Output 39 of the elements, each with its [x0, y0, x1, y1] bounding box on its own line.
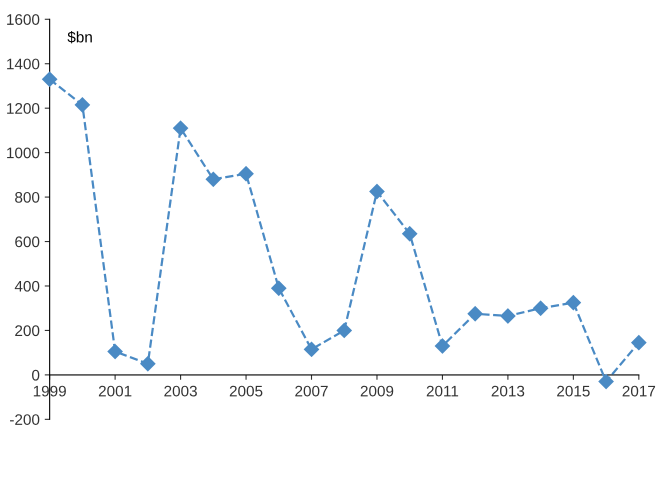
y-tick-label: 800	[15, 192, 40, 203]
point	[74, 97, 90, 112]
point	[271, 280, 286, 296]
point	[500, 308, 516, 324]
y-tick-label: 200	[15, 325, 40, 336]
x-tick-label: 2007	[295, 386, 328, 397]
point	[566, 295, 581, 310]
x-tick-label: 2001	[98, 386, 132, 397]
y-axis-title: $bn	[67, 31, 92, 44]
y-tick-label: 1400	[7, 58, 40, 70]
y-tick-label: 1600	[7, 14, 40, 25]
point	[631, 335, 646, 350]
x-tick-label: 2015	[557, 386, 590, 397]
point	[468, 306, 483, 322]
y-tick-label: 400	[14, 280, 40, 292]
point	[336, 322, 352, 338]
y-tick-label: 1200	[7, 103, 40, 114]
point	[598, 374, 614, 390]
point	[369, 184, 385, 200]
point	[402, 226, 418, 242]
x-tick-label: 2011	[426, 386, 458, 397]
point	[206, 172, 221, 187]
x-tick-label: 2009	[360, 386, 394, 397]
y-tick-label: 600	[15, 236, 40, 248]
y-tick-label: 1000	[7, 148, 40, 158]
point	[238, 166, 254, 182]
y-tick-label: -200	[10, 414, 40, 426]
x-tick-label: 2017	[622, 386, 656, 397]
x-tick-label: 2003	[164, 386, 197, 397]
point	[173, 120, 188, 136]
point	[108, 344, 123, 360]
y-tick-label: 0	[32, 370, 40, 381]
point	[533, 300, 548, 316]
point	[304, 342, 320, 357]
x-tick-label: 2005	[230, 386, 262, 397]
x-tick-label: 2013	[492, 386, 524, 397]
point	[434, 338, 450, 354]
point	[140, 356, 156, 372]
point	[42, 72, 58, 87]
